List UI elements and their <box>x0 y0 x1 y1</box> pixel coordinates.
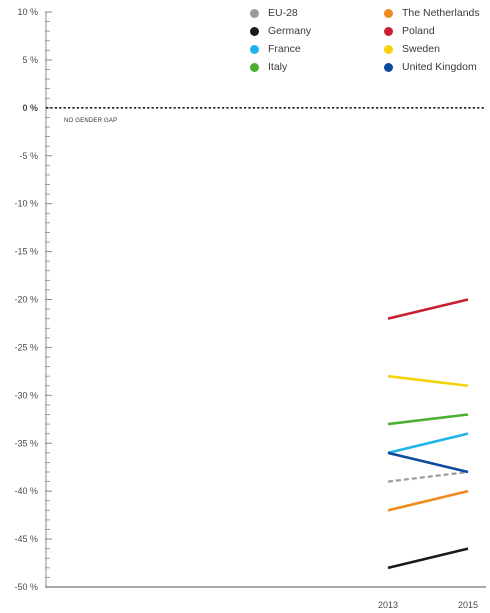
legend-item: Sweden <box>384 40 440 58</box>
y-tick-label: -35 % <box>14 438 38 448</box>
no-gender-gap-label: NO GENDER GAP <box>64 118 117 124</box>
legend-swatch <box>250 26 259 36</box>
legend-label: Sweden <box>402 43 440 55</box>
y-tick-label: -30 % <box>14 390 38 400</box>
y-tick-label: -25 % <box>14 342 38 352</box>
y-tick-label: -10 % <box>14 199 38 209</box>
series-line-eu-28 <box>387 470 469 483</box>
legend-label: The Netherlands <box>402 7 480 19</box>
y-tick-label: -15 % <box>14 247 38 257</box>
legend-label: Italy <box>268 61 288 73</box>
legend-swatch <box>384 8 393 18</box>
x-tick-label: 2013 <box>378 600 398 610</box>
legend-item: France <box>250 40 301 58</box>
legend-item: EU-28 <box>250 4 298 22</box>
legend-swatch <box>384 26 393 36</box>
y-tick-label: 10 % <box>17 7 38 17</box>
y-tick-label: -45 % <box>14 534 38 544</box>
series-line-poland <box>387 298 469 320</box>
legend-label: France <box>268 43 301 55</box>
y-tick-label: -5 % <box>19 151 38 161</box>
series-line-germany <box>387 547 469 570</box>
legend-swatch <box>250 8 259 18</box>
legend-item: Italy <box>250 58 287 76</box>
legend-item: Germany <box>250 22 311 40</box>
legend-label: EU-28 <box>268 7 298 19</box>
series-line-the-netherlands <box>387 489 469 512</box>
legend-item: United Kingdom <box>384 58 477 76</box>
y-tick-label: -20 % <box>14 295 38 305</box>
legend-swatch <box>384 62 393 72</box>
legend-item: Poland <box>384 22 435 40</box>
series-line-united-kingdom <box>387 451 469 474</box>
legend-swatch <box>250 62 259 72</box>
legend-label: Germany <box>268 25 312 37</box>
legend-swatch <box>250 44 259 54</box>
series-line-sweden <box>387 374 469 388</box>
y-tick-label: -50 % <box>14 582 38 592</box>
series-lines <box>387 298 469 570</box>
y-tick-label: -40 % <box>14 486 38 496</box>
series-line-france <box>387 432 469 455</box>
y-tick-label: 5 % <box>22 55 38 65</box>
y-tick-label: 0 % <box>22 103 38 113</box>
y-axis-tick-labels: 10 % 5 % 0 % -5 % -10 % -15 % -20 % -25 % -30 % -… <box>14 7 38 592</box>
x-tick-label: 2015 <box>458 600 478 610</box>
legend-swatch <box>384 44 393 54</box>
series-line-italy <box>387 413 469 426</box>
x-axis-tick-labels: 2013 2015 <box>378 600 478 610</box>
legend-label: United Kingdom <box>402 61 477 73</box>
legend-label: Poland <box>402 25 435 37</box>
legend-item: The Netherlands <box>384 4 480 22</box>
